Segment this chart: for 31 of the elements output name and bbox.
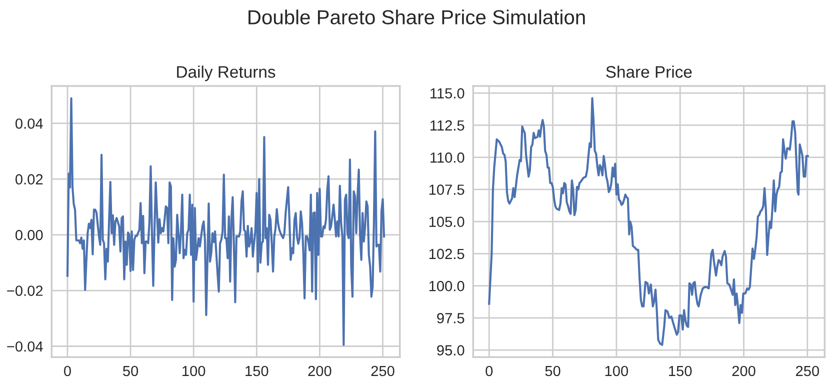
y-tick-label: 97.5 bbox=[437, 313, 464, 324]
chart-title: Share Price bbox=[606, 66, 692, 78]
x-tick-label: 200 bbox=[308, 366, 332, 376]
y-tick-label: 107.5 bbox=[429, 184, 464, 195]
y-tick-label: −0.02 bbox=[7, 286, 43, 296]
line-series bbox=[66, 97, 386, 346]
x-tick-label: 150 bbox=[669, 366, 692, 376]
x-tick-label: 150 bbox=[246, 366, 268, 376]
y-tick-label: 112.5 bbox=[430, 120, 464, 131]
x-tick-label: 250 bbox=[371, 366, 394, 376]
y-tick-label: 102.5 bbox=[429, 248, 464, 260]
y-tick-label: 110.0 bbox=[430, 152, 464, 163]
x-tick-label: 250 bbox=[796, 366, 820, 376]
y-tick-label: 105.0 bbox=[429, 216, 464, 227]
x-tick-label: 100 bbox=[605, 366, 628, 376]
y-tick-label: 0.02 bbox=[16, 174, 43, 185]
x-tick-label: 0 bbox=[486, 366, 493, 376]
text: Double Pareto Share Price Simulation bbox=[248, 10, 585, 24]
y-tick-label: 95.0 bbox=[437, 345, 464, 356]
y-tick-label: 0.00 bbox=[16, 230, 43, 240]
y-tick-label: 0.04 bbox=[16, 118, 43, 129]
x-tick-label: 50 bbox=[545, 366, 560, 376]
line-series bbox=[488, 97, 809, 346]
chart-title: Daily Returns bbox=[177, 66, 276, 82]
y-tick-label: 115.0 bbox=[430, 88, 464, 99]
x-tick-label: 200 bbox=[732, 366, 756, 376]
y-tick-label: −0.04 bbox=[7, 341, 43, 352]
x-tick-label: 50 bbox=[123, 366, 138, 376]
x-tick-label: 100 bbox=[182, 366, 206, 376]
x-tick-label: 0 bbox=[64, 366, 71, 376]
y-tick-label: 100.0 bbox=[429, 280, 464, 292]
